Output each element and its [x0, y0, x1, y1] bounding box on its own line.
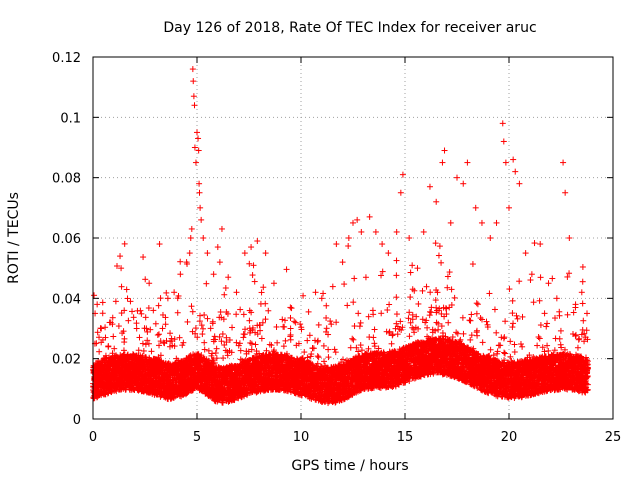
data-point [105, 343, 111, 349]
data-point [155, 332, 161, 338]
data-point [141, 348, 147, 354]
data-point [210, 319, 216, 325]
data-point [119, 284, 125, 290]
data-point [140, 254, 146, 260]
data-point [125, 318, 131, 324]
data-point [121, 347, 127, 353]
data-point [122, 241, 128, 247]
data-point [190, 309, 196, 315]
data-point [156, 331, 162, 337]
data-point [116, 323, 122, 329]
data-point [163, 290, 169, 296]
data-point [153, 321, 159, 327]
data-point [102, 324, 108, 330]
data-point [212, 333, 218, 339]
data-point [158, 295, 164, 301]
chart-title: Day 126 of 2018, Rate Of TEC Index for r… [163, 20, 536, 36]
data-point [202, 347, 208, 353]
data-point [133, 320, 139, 326]
data-point [142, 276, 148, 282]
data-point [138, 311, 144, 317]
data-point [137, 334, 143, 340]
data-point [93, 340, 99, 346]
data-point [201, 340, 207, 346]
data-point [148, 348, 154, 354]
data-point [156, 303, 162, 309]
data-point [203, 281, 209, 287]
data-point [143, 314, 149, 320]
data-point [163, 321, 169, 327]
data-point [125, 295, 131, 301]
data-point [136, 347, 142, 353]
data-point [204, 316, 210, 322]
data-point [201, 312, 207, 318]
data-point [137, 308, 143, 314]
data-point [189, 303, 195, 309]
data-point [213, 350, 219, 356]
data-point [218, 309, 224, 315]
data-point [167, 330, 173, 336]
data-point [143, 341, 149, 347]
data-point [175, 310, 181, 316]
data-point [124, 286, 130, 292]
data-point [200, 326, 206, 332]
data-point [96, 349, 102, 355]
data-point [110, 333, 116, 339]
data-point [160, 325, 166, 331]
data-point [131, 314, 137, 320]
data-point [214, 346, 220, 352]
data-point [193, 325, 199, 331]
data-point [100, 310, 106, 316]
data-point [100, 299, 106, 305]
data-point [121, 336, 127, 342]
data-point [199, 331, 205, 337]
data-point [177, 259, 183, 265]
data-point [177, 335, 183, 341]
data-point [184, 319, 190, 325]
data-point [197, 313, 203, 319]
data-point [129, 308, 135, 314]
data-point [95, 329, 101, 335]
